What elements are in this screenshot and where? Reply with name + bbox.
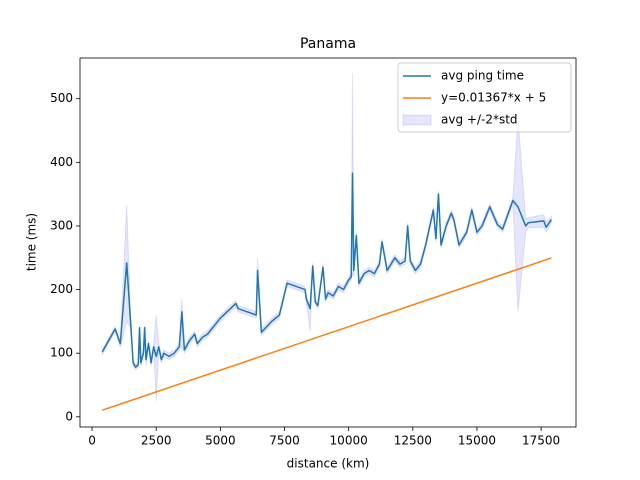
x-tick-label: 10000 <box>330 434 368 448</box>
legend-swatch <box>402 114 432 126</box>
x-axis-label: distance (km) <box>287 457 370 471</box>
x-tick-label: 5000 <box>205 434 236 448</box>
x-tick-label: 12500 <box>394 434 432 448</box>
y-tick-label: 300 <box>50 218 73 232</box>
legend-box <box>397 62 572 133</box>
chart-title: Panama <box>300 36 356 52</box>
legend-label: avg +/-2*std <box>441 113 518 127</box>
plot-area <box>101 73 552 411</box>
axes-frame <box>79 57 577 428</box>
y-axis-label: time (ms) <box>25 213 39 271</box>
x-tick-label: 7500 <box>269 434 300 448</box>
x-tick-label: 17500 <box>522 434 560 448</box>
x-tick-label: 15000 <box>458 434 496 448</box>
series-line <box>102 257 552 411</box>
y-tick-label: 0 <box>65 409 73 423</box>
legend-label: avg ping time <box>441 69 524 83</box>
std-band <box>101 73 552 401</box>
y-tick-label: 200 <box>50 282 73 296</box>
legend: avg ping time y=0.01367*x + 5 avg +/-2*std <box>397 62 572 133</box>
y-tick-label: 100 <box>50 346 73 360</box>
y-tick-label: 400 <box>50 155 73 169</box>
legend-label: y=0.01367*x + 5 <box>441 91 546 105</box>
y-tick-label: 500 <box>50 91 73 105</box>
series-line <box>101 172 552 368</box>
x-tick-label: 2500 <box>141 434 172 448</box>
x-tick-label: 0 <box>88 434 96 448</box>
